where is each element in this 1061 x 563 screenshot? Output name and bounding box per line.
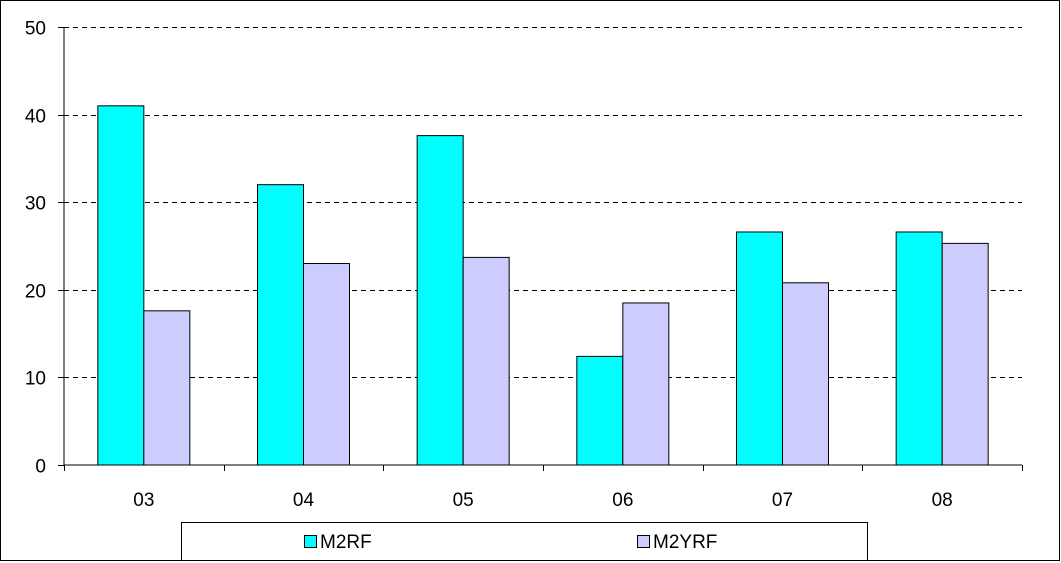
y-tick-label: 20 (25, 282, 46, 303)
bar-m2yrf-04 (303, 263, 350, 466)
bar-m2rf-08 (895, 231, 943, 466)
bar-m2yrf-07 (782, 282, 829, 466)
x-tick-label: 03 (133, 490, 154, 511)
y-tick-label: 40 (25, 107, 46, 128)
y-tick-label: 10 (25, 369, 46, 390)
legend-swatch-m2rf (304, 535, 317, 548)
bar-m2rf-04 (257, 184, 304, 466)
bar-m2rf-06 (576, 355, 624, 466)
x-tick-label: 05 (453, 490, 474, 511)
bar-m2yrf-06 (622, 302, 670, 466)
legend-label-m2rf: M2RF (320, 532, 372, 553)
y-tick-label: 30 (25, 194, 46, 215)
legend-label-m2yrf: M2YRF (653, 532, 717, 553)
x-tick-label: 08 (932, 490, 953, 511)
bar-m2yrf-03 (143, 310, 191, 466)
x-tick-label: 04 (293, 490, 315, 511)
x-tick-label: 06 (612, 490, 633, 511)
x-tick-label: 07 (772, 490, 793, 511)
bar-m2yrf-08 (941, 242, 989, 466)
bars (97, 105, 989, 466)
bar-m2rf-07 (736, 231, 783, 466)
bar-m2yrf-05 (462, 256, 510, 466)
y-tick-label: 50 (25, 19, 46, 40)
bar-m2rf-05 (416, 135, 464, 466)
legend-box (181, 522, 868, 561)
y-tick-label: 0 (35, 457, 46, 478)
y-tick-labels: 0 10 20 30 40 50 (25, 19, 64, 478)
legend-swatch-m2yrf (637, 535, 650, 548)
x-tick-labels: 03 04 05 06 07 08 (64, 465, 1023, 511)
bar-m2rf-03 (97, 105, 145, 466)
gridlines (64, 27, 1022, 378)
legend: M2RF M2YRF (181, 522, 868, 561)
